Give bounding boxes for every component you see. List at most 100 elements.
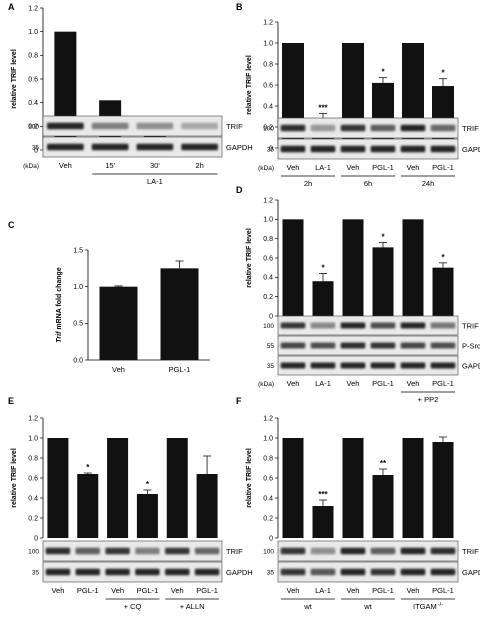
blot-strip: [42, 540, 223, 562]
blot-strip: [277, 315, 459, 336]
significance-mark: ***: [318, 103, 328, 112]
blot-band: [91, 122, 129, 130]
panel-label: F: [236, 396, 242, 406]
y-tick-label: 1.2: [263, 19, 273, 26]
lane-label: Veh: [171, 586, 184, 595]
significance-mark: *: [321, 263, 325, 272]
y-tick-label: 0: [34, 147, 38, 154]
blot-band: [370, 568, 396, 576]
bar: [47, 438, 69, 538]
western-blot: TRIF 100 GAPDH 35 (kDa) Veh 15' 30' 2h LA-1: [23, 115, 253, 186]
y-tick-label: 0.2: [263, 294, 273, 301]
group-label: LA-1: [147, 177, 163, 186]
kda-label: (kDa): [23, 163, 39, 170]
lane-label: PGL-1: [137, 586, 159, 595]
lane-label: 30': [150, 161, 160, 170]
bar: [432, 442, 454, 538]
mw-marker: 100: [28, 124, 39, 131]
lane-label: Veh: [347, 379, 360, 388]
blot-band-label: GAPDH: [462, 362, 480, 371]
blot-band: [194, 568, 220, 576]
blot-band: [280, 362, 306, 369]
x-tick-label: PGL-1: [169, 365, 191, 374]
bar: [312, 281, 334, 316]
blot-band: [340, 322, 366, 329]
bar: [99, 286, 138, 360]
panel-e: E 0 0.2 0.4 0.6 0.8 1.0 1.2 relative TRIF level *…: [8, 396, 253, 611]
western-blot: TRIF 100 GAPDH 35 Veh PGL-1 Veh PGL-1 Veh PGL-1 + …: [28, 540, 253, 611]
panel-label: E: [8, 396, 14, 406]
blot-band: [370, 342, 396, 349]
blot-band: [340, 547, 366, 555]
bar: [136, 494, 158, 538]
bar: [196, 474, 218, 538]
y-tick-label: 1.2: [28, 415, 38, 422]
blot-strip: [277, 355, 459, 376]
bar: [312, 506, 334, 538]
y-axis-label: Trif mRNA fold change: [56, 267, 63, 343]
blot-band-label: GAPDH: [462, 568, 480, 577]
bar: [282, 438, 304, 538]
group-label: wt: [303, 602, 312, 611]
blot-band: [400, 322, 426, 329]
group-label: wt: [363, 602, 372, 611]
bar: [432, 267, 454, 316]
y-tick-label: 0.6: [28, 76, 38, 83]
blot-band: [280, 342, 306, 349]
blot-strip: [277, 540, 459, 562]
blot-band: [370, 322, 396, 329]
mw-marker: 35: [267, 147, 275, 154]
y-tick-label: 0.2: [263, 515, 273, 522]
blot-band: [135, 568, 160, 576]
bar: [342, 219, 364, 316]
significance-mark: *: [441, 69, 445, 78]
y-tick-label: 1.0: [73, 284, 83, 291]
bar: [77, 474, 99, 538]
blot-strip: [42, 136, 223, 158]
y-tick-label: 0.4: [263, 495, 273, 502]
blot-band: [340, 568, 366, 576]
blot-band: [91, 143, 129, 151]
panel-d: D 0 0.2 0.4 0.6 0.8 1.0 1.2 relative TRIF level *…: [236, 185, 480, 404]
significance-mark: *: [381, 233, 385, 242]
y-tick-label: 0.5: [73, 321, 83, 328]
y-axis-label: relative TRIF level: [11, 448, 18, 508]
blot-strip: [277, 335, 459, 356]
lane-label: Veh: [111, 586, 124, 595]
blot-band: [310, 568, 336, 576]
group-label: + CQ: [124, 602, 142, 611]
lane-label: LA-1: [315, 379, 331, 388]
bar: [342, 438, 364, 538]
y-tick-label: 1.0: [263, 217, 273, 224]
blot-band-label: P-Src (Tyr416): [462, 342, 480, 351]
blot-band: [105, 547, 130, 555]
lane-label: Veh: [59, 161, 72, 170]
blot-band: [370, 124, 396, 132]
x-tick-label: Veh: [112, 365, 125, 374]
blot-band: [340, 124, 366, 132]
blot-strip: [277, 138, 459, 160]
significance-mark: *: [441, 253, 445, 262]
group-label: 24h: [422, 179, 435, 188]
blot-band: [430, 342, 456, 349]
blot-band: [400, 568, 426, 576]
blot-band: [430, 124, 456, 132]
panel-label: D: [236, 185, 243, 195]
blot-band: [280, 547, 306, 555]
y-tick-label: 1.0: [263, 40, 273, 47]
y-tick-label: 1.0: [263, 435, 273, 442]
blot-band-label: TRIF: [462, 124, 479, 133]
lane-label: Veh: [407, 379, 420, 388]
lane-label: LA-1: [315, 586, 331, 595]
y-tick-label: 0: [269, 535, 273, 542]
lane-label: PGL-1: [196, 586, 218, 595]
y-tick-label: 0: [269, 145, 273, 152]
blot-band: [310, 145, 336, 153]
blot-band: [370, 145, 396, 153]
blot-band: [400, 124, 426, 132]
blot-band-label: GAPDH: [462, 145, 480, 154]
mw-marker: 35: [267, 570, 275, 577]
blot-band: [340, 145, 366, 153]
blot-band: [136, 143, 174, 151]
lane-label: LA-1: [315, 163, 331, 172]
